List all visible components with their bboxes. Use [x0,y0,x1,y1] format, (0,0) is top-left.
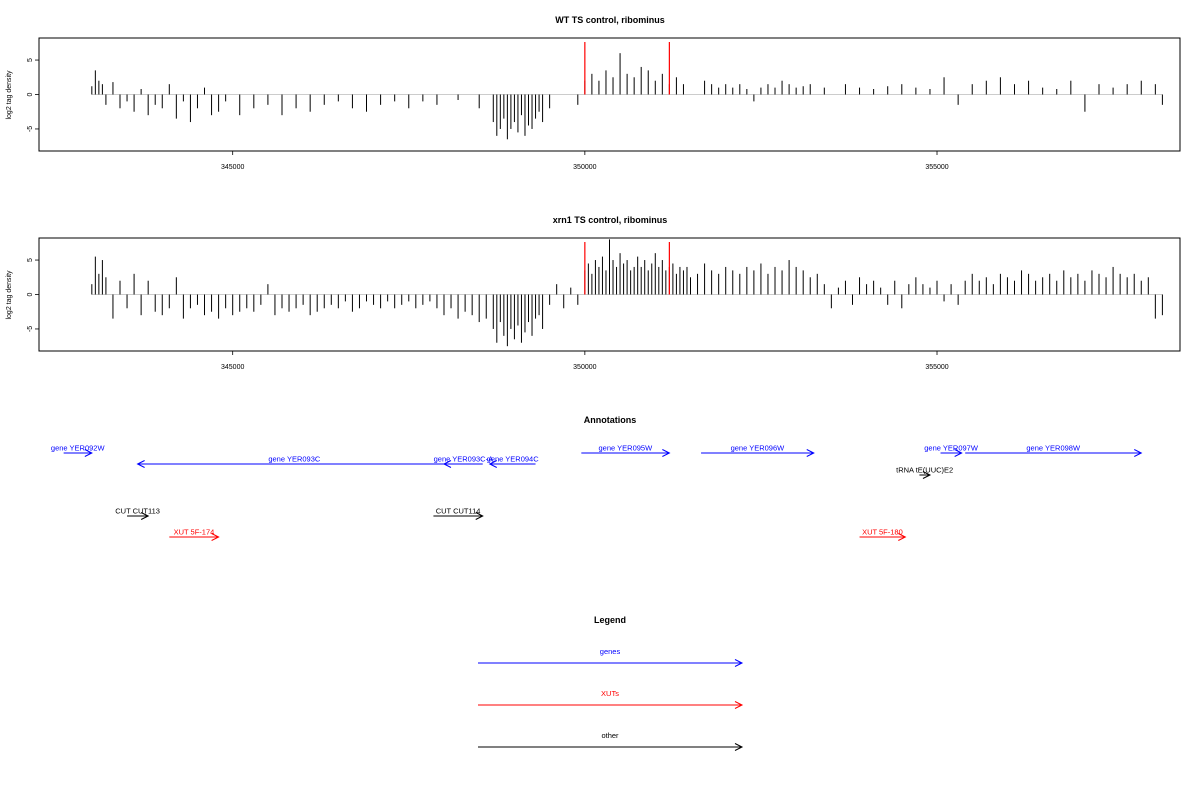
feature-label: gene YER092W [51,444,106,453]
legend-arrowhead [734,659,744,667]
feature-label: gene YER094C [487,455,540,464]
x-tick-label: 350000 [573,364,596,371]
wt-density-panel: WT TS control, ribominus log2 tag densit… [6,15,1181,171]
legend-label: other [601,731,619,740]
x-tick-label: 355000 [925,364,948,371]
feature-arrowhead [806,449,815,457]
annotation-feature: gene YER093C [136,455,452,468]
legend-entries: genes XUTs other [478,647,744,751]
annotation-feature: gene YER093C-A [434,455,493,468]
xrn1-bars [91,239,1163,347]
y-tick-label: -5 [27,326,34,332]
feature-arrowhead [442,460,452,468]
feature-arrowhead [211,533,220,541]
wt-y-axis-label: log2 tag density [6,70,13,120]
legend-item: XUTs [478,689,744,709]
feature-arrowhead [136,460,145,468]
annotation-feature: XUT 5F-174 [169,528,220,541]
annotation-feature: gene YER094C [487,455,540,468]
feature-label: gene YER096W [731,444,786,453]
legend-label: XUTs [601,689,619,698]
feature-arrowhead [140,512,150,520]
feature-label: gene YER093C [268,455,321,464]
wt-panel-title: WT TS control, ribominus [555,15,665,25]
annotation-feature: gene YER095W [581,444,671,457]
annotation-feature: gene YER092W [51,444,106,457]
x-tick-label: 355000 [925,164,948,171]
feature-arrowhead [475,512,484,520]
feature-arrowhead [84,449,93,457]
feature-label: gene YER098W [1026,444,1081,453]
feature-arrowhead [662,449,671,457]
annotation-feature: tRNA tE(UUC)E2 [896,466,953,479]
xrn1-density-panel: xrn1 TS control, ribominus log2 tag dens… [6,215,1181,371]
feature-label: CUT CUT114 [436,507,481,516]
annotation-feature: gene YER096W [701,444,815,457]
feature-arrowhead [922,471,932,479]
y-tick-label: 5 [27,58,34,62]
annotation-feature: XUT 5F-180 [859,528,907,541]
y-tick-label: 0 [27,92,34,96]
annotations-title: Annotations [584,415,637,425]
y-tick-label: 5 [27,258,34,262]
feature-label: CUT CUT113 [115,507,160,516]
xrn1-panel-title: xrn1 TS control, ribominus [553,215,668,225]
xrn1-axes: -5 0 5 345000 350000 355000 [27,258,949,371]
annotations-panel: Annotations gene YER092W gene YER093C gene… [51,415,1143,541]
legend-arrowhead [734,701,744,709]
annotation-feature: gene YER098W [965,444,1143,457]
y-tick-label: -5 [27,126,34,132]
feature-label: gene YER097W [924,444,979,453]
feature-label: XUT 5F-174 [174,528,215,537]
legend-label: genes [600,647,621,656]
x-tick-label: 345000 [221,364,244,371]
feature-label: XUT 5F-180 [862,528,903,537]
annotation-feature: gene YER097W [924,444,979,457]
annotation-feature: CUT CUT114 [433,507,484,520]
annotation-feature: CUT CUT113 [115,507,160,520]
feature-arrowhead [954,449,963,457]
legend-arrowhead [734,743,744,751]
y-tick-label: 0 [27,292,34,296]
feature-label: tRNA tE(UUC)E2 [896,466,953,475]
x-tick-label: 345000 [221,164,244,171]
legend-panel: Legend genes XUTs other [478,615,744,751]
wt-bars [91,42,1163,140]
legend-item: genes [478,647,744,667]
wt-axes: -5 0 5 345000 350000 355000 [27,58,949,171]
feature-arrowhead [1134,449,1143,457]
x-tick-label: 350000 [573,164,596,171]
legend-title: Legend [594,615,626,625]
feature-arrowhead [488,460,497,468]
legend-item: other [478,731,744,751]
feature-arrowhead [898,533,907,541]
xrn1-y-axis-label: log2 tag density [6,270,13,320]
feature-label: gene YER095W [599,444,654,453]
feature-label: gene YER093C-A [434,455,493,464]
